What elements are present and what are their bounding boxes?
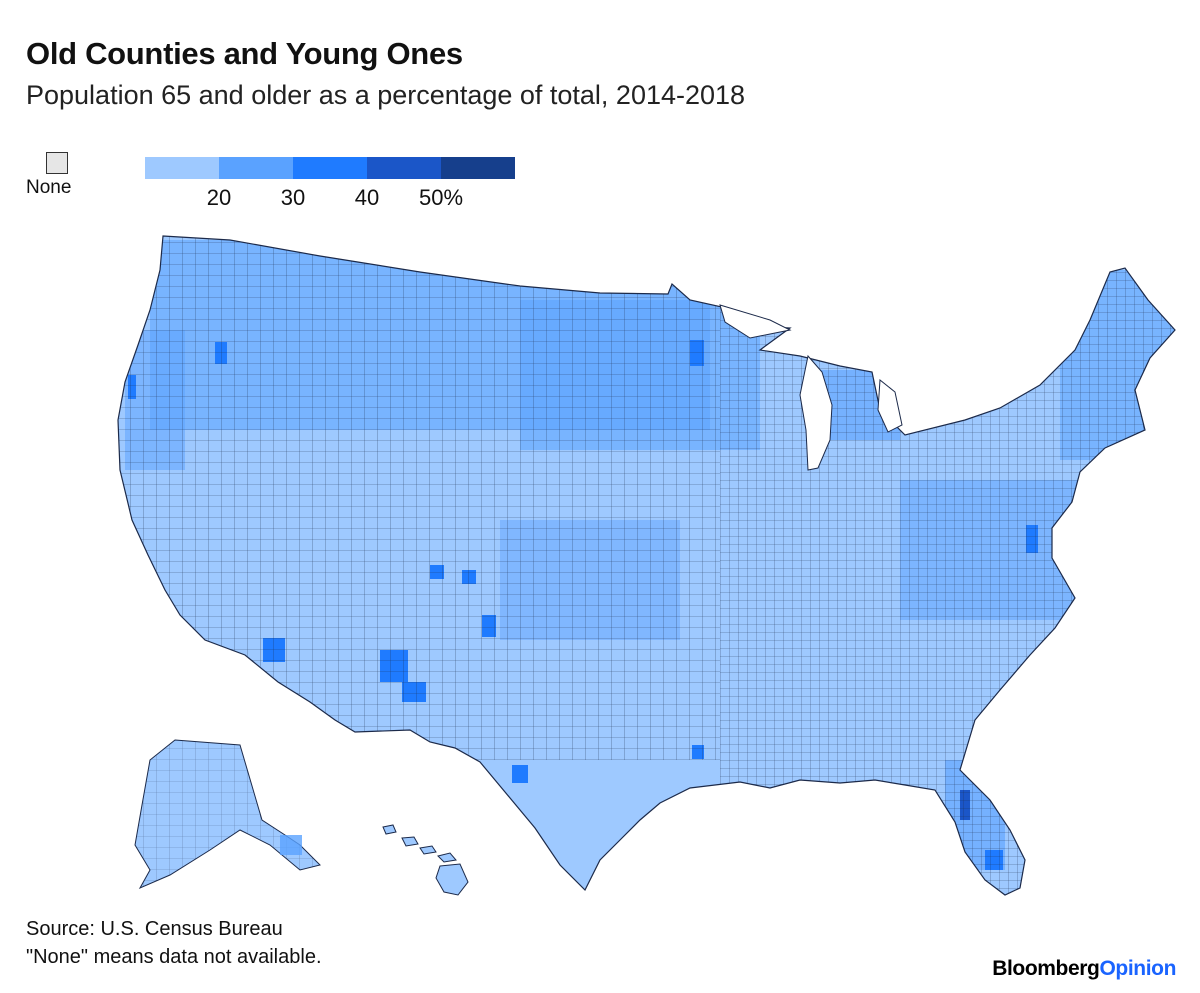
legend-none: None — [26, 152, 96, 199]
legend-bin-4 — [367, 157, 441, 179]
source-text: Source: U.S. Census Bureau — [26, 918, 283, 940]
legend-bin-5 — [441, 157, 515, 179]
legend-tick-20: 20 — [206, 185, 232, 210]
legend-bin-3 — [293, 157, 367, 179]
chart-subtitle: Population 65 and older as a percentage … — [26, 80, 746, 110]
legend-none-swatch — [46, 152, 68, 174]
footer-notes: Source: U.S. Census Bureau "None" means … — [26, 915, 322, 971]
chart-title: Old Counties and Young Ones — [26, 36, 463, 71]
lake-huron — [877, 379, 903, 433]
legend-color-scale: 20 30 40 50% — [145, 157, 515, 217]
alaska — [134, 739, 321, 890]
map-outline — [117, 235, 1176, 896]
legend-bin-1 — [145, 157, 219, 179]
legend-bar — [145, 157, 515, 179]
legend-tick-50: 50% — [418, 185, 464, 210]
legend-none-label: None — [26, 177, 72, 198]
hawaii — [382, 824, 469, 896]
lake-michigan — [799, 354, 833, 471]
legend-bin-2 — [219, 157, 293, 179]
brand-bloomberg: Bloomberg — [992, 957, 1100, 980]
note-text: "None" means data not available. — [26, 946, 322, 968]
legend-tick-40: 40 — [354, 185, 380, 210]
lake-superior — [719, 304, 792, 339]
brand-logo: BloombergOpinion — [992, 957, 1176, 981]
legend-tick-30: 30 — [280, 185, 306, 210]
brand-opinion: Opinion — [1099, 957, 1176, 980]
